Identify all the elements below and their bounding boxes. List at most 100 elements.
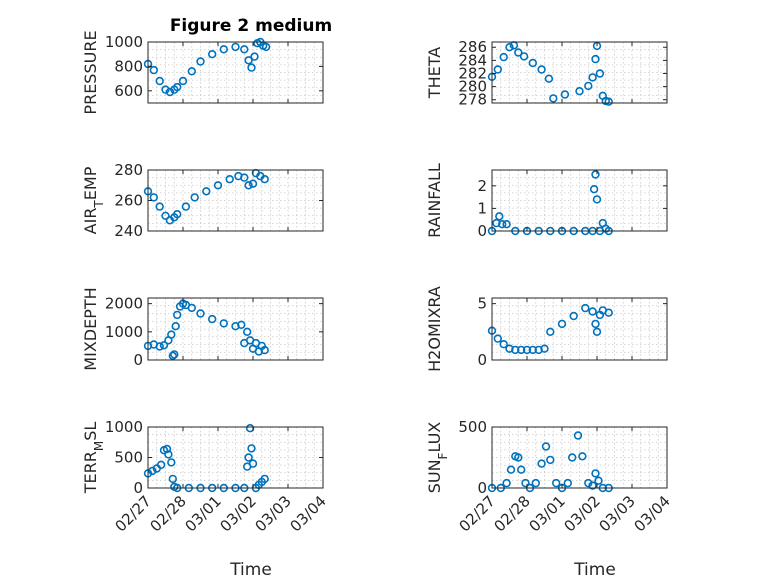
- subplot-rainfall: 0 1 2 RAINFALL: [425, 163, 668, 240]
- data-point: [187, 67, 197, 76]
- data-point: [245, 424, 255, 433]
- axes-box: [491, 41, 668, 104]
- data-point: [237, 320, 246, 329]
- data-point: [260, 175, 269, 184]
- data-point: [168, 351, 178, 360]
- data-point: [260, 345, 269, 355]
- data-point: [581, 303, 590, 313]
- y-tick-label: 800: [114, 57, 143, 75]
- x-tick-label: 03/04: [631, 492, 674, 535]
- data-point: [541, 442, 551, 451]
- axes-box: [491, 169, 668, 232]
- data-point: [506, 465, 516, 474]
- y-tick-label: 278: [458, 91, 487, 109]
- y-axis-label: THETA: [425, 47, 444, 99]
- data-point: [522, 345, 532, 355]
- y-axis-label: TERRMSL: [81, 422, 106, 495]
- data-point: [604, 308, 613, 317]
- data-point: [247, 444, 256, 453]
- data-point: [514, 48, 523, 57]
- data-point: [528, 58, 537, 68]
- data-point: [208, 49, 217, 59]
- y-axis-label: RAINFALL: [425, 163, 444, 238]
- data-point: [248, 179, 258, 188]
- data-point: [495, 212, 504, 221]
- data-point: [231, 42, 240, 52]
- data-point: [528, 345, 537, 355]
- data-point: [516, 345, 526, 355]
- y-tick-label: 600: [114, 82, 143, 100]
- data-point: [243, 327, 252, 336]
- data-point: [505, 344, 514, 353]
- y-tick-label: 5: [477, 295, 487, 313]
- data-point: [591, 319, 600, 329]
- data-point: [247, 63, 256, 72]
- data-point: [573, 431, 583, 440]
- data-point: [604, 97, 613, 106]
- data-point: [219, 319, 229, 328]
- data-point: [537, 459, 546, 468]
- data-point: [225, 175, 234, 184]
- x-tick-label: 02/28: [491, 492, 534, 535]
- data-point: [514, 453, 523, 462]
- data-point: [592, 327, 602, 336]
- data-point: [591, 469, 600, 478]
- y-tick-label: 284: [458, 51, 487, 69]
- data-point: [167, 458, 176, 467]
- data-point: [544, 74, 554, 83]
- y-tick-label: 0: [477, 222, 487, 240]
- data-point: [594, 476, 603, 485]
- data-point: [165, 87, 175, 97]
- data-point: [155, 202, 164, 211]
- y-tick-label: 1000: [105, 323, 143, 341]
- data-point: [148, 466, 157, 476]
- data-point: [260, 474, 269, 484]
- data-point: [213, 181, 223, 190]
- data-point: [534, 345, 543, 355]
- data-point: [159, 341, 169, 350]
- data-point: [156, 460, 166, 469]
- data-point: [240, 173, 249, 182]
- x-tick-label: 02/27: [456, 492, 499, 535]
- data-point: [168, 474, 178, 484]
- x-tick-label: 03/02: [217, 492, 260, 535]
- data-point: [244, 56, 253, 65]
- x-axis-label-left: Time: [229, 560, 272, 580]
- data-point: [219, 45, 229, 54]
- y-tick-label: 2000: [105, 295, 143, 313]
- subplot-h2omixra: 0 5 H2OMIXRA: [425, 286, 668, 372]
- subplot-pressure: 600 800 1000 PRESSURE: [81, 30, 324, 115]
- y-axis-label: SUNFLUX: [425, 422, 450, 494]
- y-tick-label: 282: [458, 64, 487, 82]
- data-point: [155, 342, 164, 351]
- data-point: [511, 345, 520, 355]
- data-point: [540, 344, 549, 353]
- y-axis-label: PRESSURE: [81, 30, 100, 114]
- y-tick-label: 1000: [105, 418, 143, 436]
- axes-box: [491, 426, 668, 489]
- data-point: [149, 193, 159, 202]
- x-tick-label: 03/03: [252, 492, 295, 535]
- y-tick-label: 240: [114, 222, 143, 240]
- data-point: [560, 90, 570, 99]
- data-point: [187, 303, 197, 313]
- x-tick-label: 03/02: [561, 492, 604, 535]
- data-point: [161, 85, 170, 94]
- data-point: [569, 311, 578, 321]
- axes-box: [147, 41, 324, 104]
- data-point: [181, 202, 191, 211]
- data-point: [499, 340, 508, 349]
- y-tick-label: 2: [477, 177, 487, 195]
- data-point: [502, 478, 511, 488]
- x-tick-label: 03/01: [182, 492, 225, 535]
- x-tick-label: 03/04: [287, 492, 330, 535]
- data-point: [196, 309, 205, 318]
- x-axis-label-right: Time: [573, 560, 616, 580]
- x-tick-label: 03/03: [596, 492, 639, 535]
- data-point: [531, 478, 540, 488]
- data-point: [202, 187, 211, 196]
- x-tick-label: 03/01: [526, 492, 569, 535]
